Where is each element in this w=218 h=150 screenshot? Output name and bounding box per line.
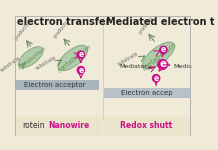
Text: e: e [161, 45, 166, 54]
Text: e: e [153, 74, 159, 83]
FancyBboxPatch shape [15, 80, 99, 90]
Text: Electron accep: Electron accep [121, 90, 172, 96]
Text: metabolism: metabolism [56, 44, 93, 74]
Text: substrate: substrate [117, 51, 140, 67]
Text: electron transfer: electron transfer [17, 17, 111, 27]
Circle shape [152, 75, 160, 82]
Text: Electron acceptor: Electron acceptor [24, 82, 86, 88]
Text: Media: Media [173, 64, 192, 69]
Text: substrate: substrate [35, 55, 57, 71]
Text: Mediator: Mediator [120, 64, 148, 69]
Text: products: products [138, 15, 155, 34]
Text: Nanowire: Nanowire [48, 121, 89, 130]
Text: ox: ox [148, 66, 153, 70]
Circle shape [77, 51, 85, 58]
Ellipse shape [19, 47, 43, 68]
Text: rotein: rotein [23, 121, 45, 130]
FancyBboxPatch shape [15, 118, 100, 136]
Text: products: products [14, 21, 31, 41]
FancyBboxPatch shape [104, 118, 190, 136]
Text: Redox shutt: Redox shutt [120, 121, 172, 130]
FancyBboxPatch shape [104, 88, 190, 98]
Circle shape [160, 46, 167, 54]
Text: Mediated electron t: Mediated electron t [106, 17, 215, 27]
Text: metabolism: metabolism [17, 45, 48, 71]
Text: e: e [159, 59, 166, 69]
Ellipse shape [58, 45, 88, 71]
Circle shape [158, 60, 167, 69]
Text: e: e [78, 50, 83, 59]
FancyBboxPatch shape [15, 116, 191, 136]
Text: metabolism: metabolism [142, 41, 178, 71]
Text: e: e [78, 66, 83, 75]
Ellipse shape [142, 42, 175, 69]
FancyBboxPatch shape [15, 15, 191, 116]
Circle shape [77, 66, 85, 74]
Text: products: products [53, 19, 70, 39]
Text: substrate: substrate [0, 56, 22, 73]
